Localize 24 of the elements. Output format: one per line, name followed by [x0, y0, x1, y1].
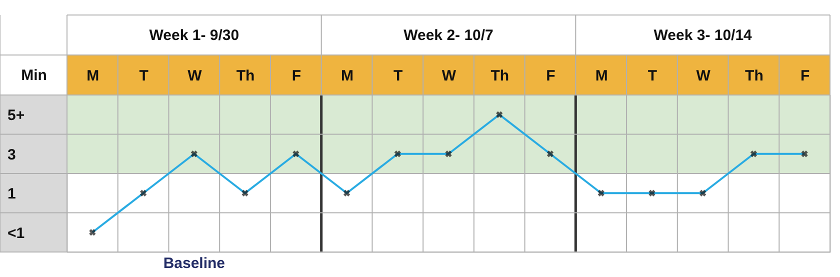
x-tick-label: M: [341, 68, 354, 84]
x-tick-label: Th: [745, 68, 764, 84]
y-tick-label: 1: [8, 186, 16, 203]
text: Week 2- 10/7: [404, 27, 494, 44]
y-axis-title: Min: [21, 67, 47, 84]
x-tick-label: F: [292, 68, 301, 84]
x-tick-label: T: [648, 68, 658, 84]
y-tick-label: 3: [8, 146, 16, 164]
x-tick-label: W: [188, 68, 203, 84]
x-tick-label: F: [800, 68, 810, 84]
x-tick-label: M: [595, 68, 608, 84]
text: Baseline: [163, 255, 226, 272]
x-tick-label: M: [86, 68, 100, 84]
x-tick-label: Th: [236, 68, 255, 84]
y-tick-label: 5+: [8, 107, 25, 124]
y-tick-label: <1: [8, 224, 25, 242]
x-tick-label: T: [394, 68, 403, 84]
x-tick-label: T: [139, 68, 148, 84]
x-tick-label: F: [546, 68, 556, 84]
x-tick-label: W: [442, 68, 457, 84]
x-tick-label: Th: [490, 68, 510, 84]
text: Week 1- 9/30: [149, 27, 240, 44]
text: Week 3- 10/14: [654, 27, 753, 44]
x-tick-label: W: [696, 68, 712, 84]
